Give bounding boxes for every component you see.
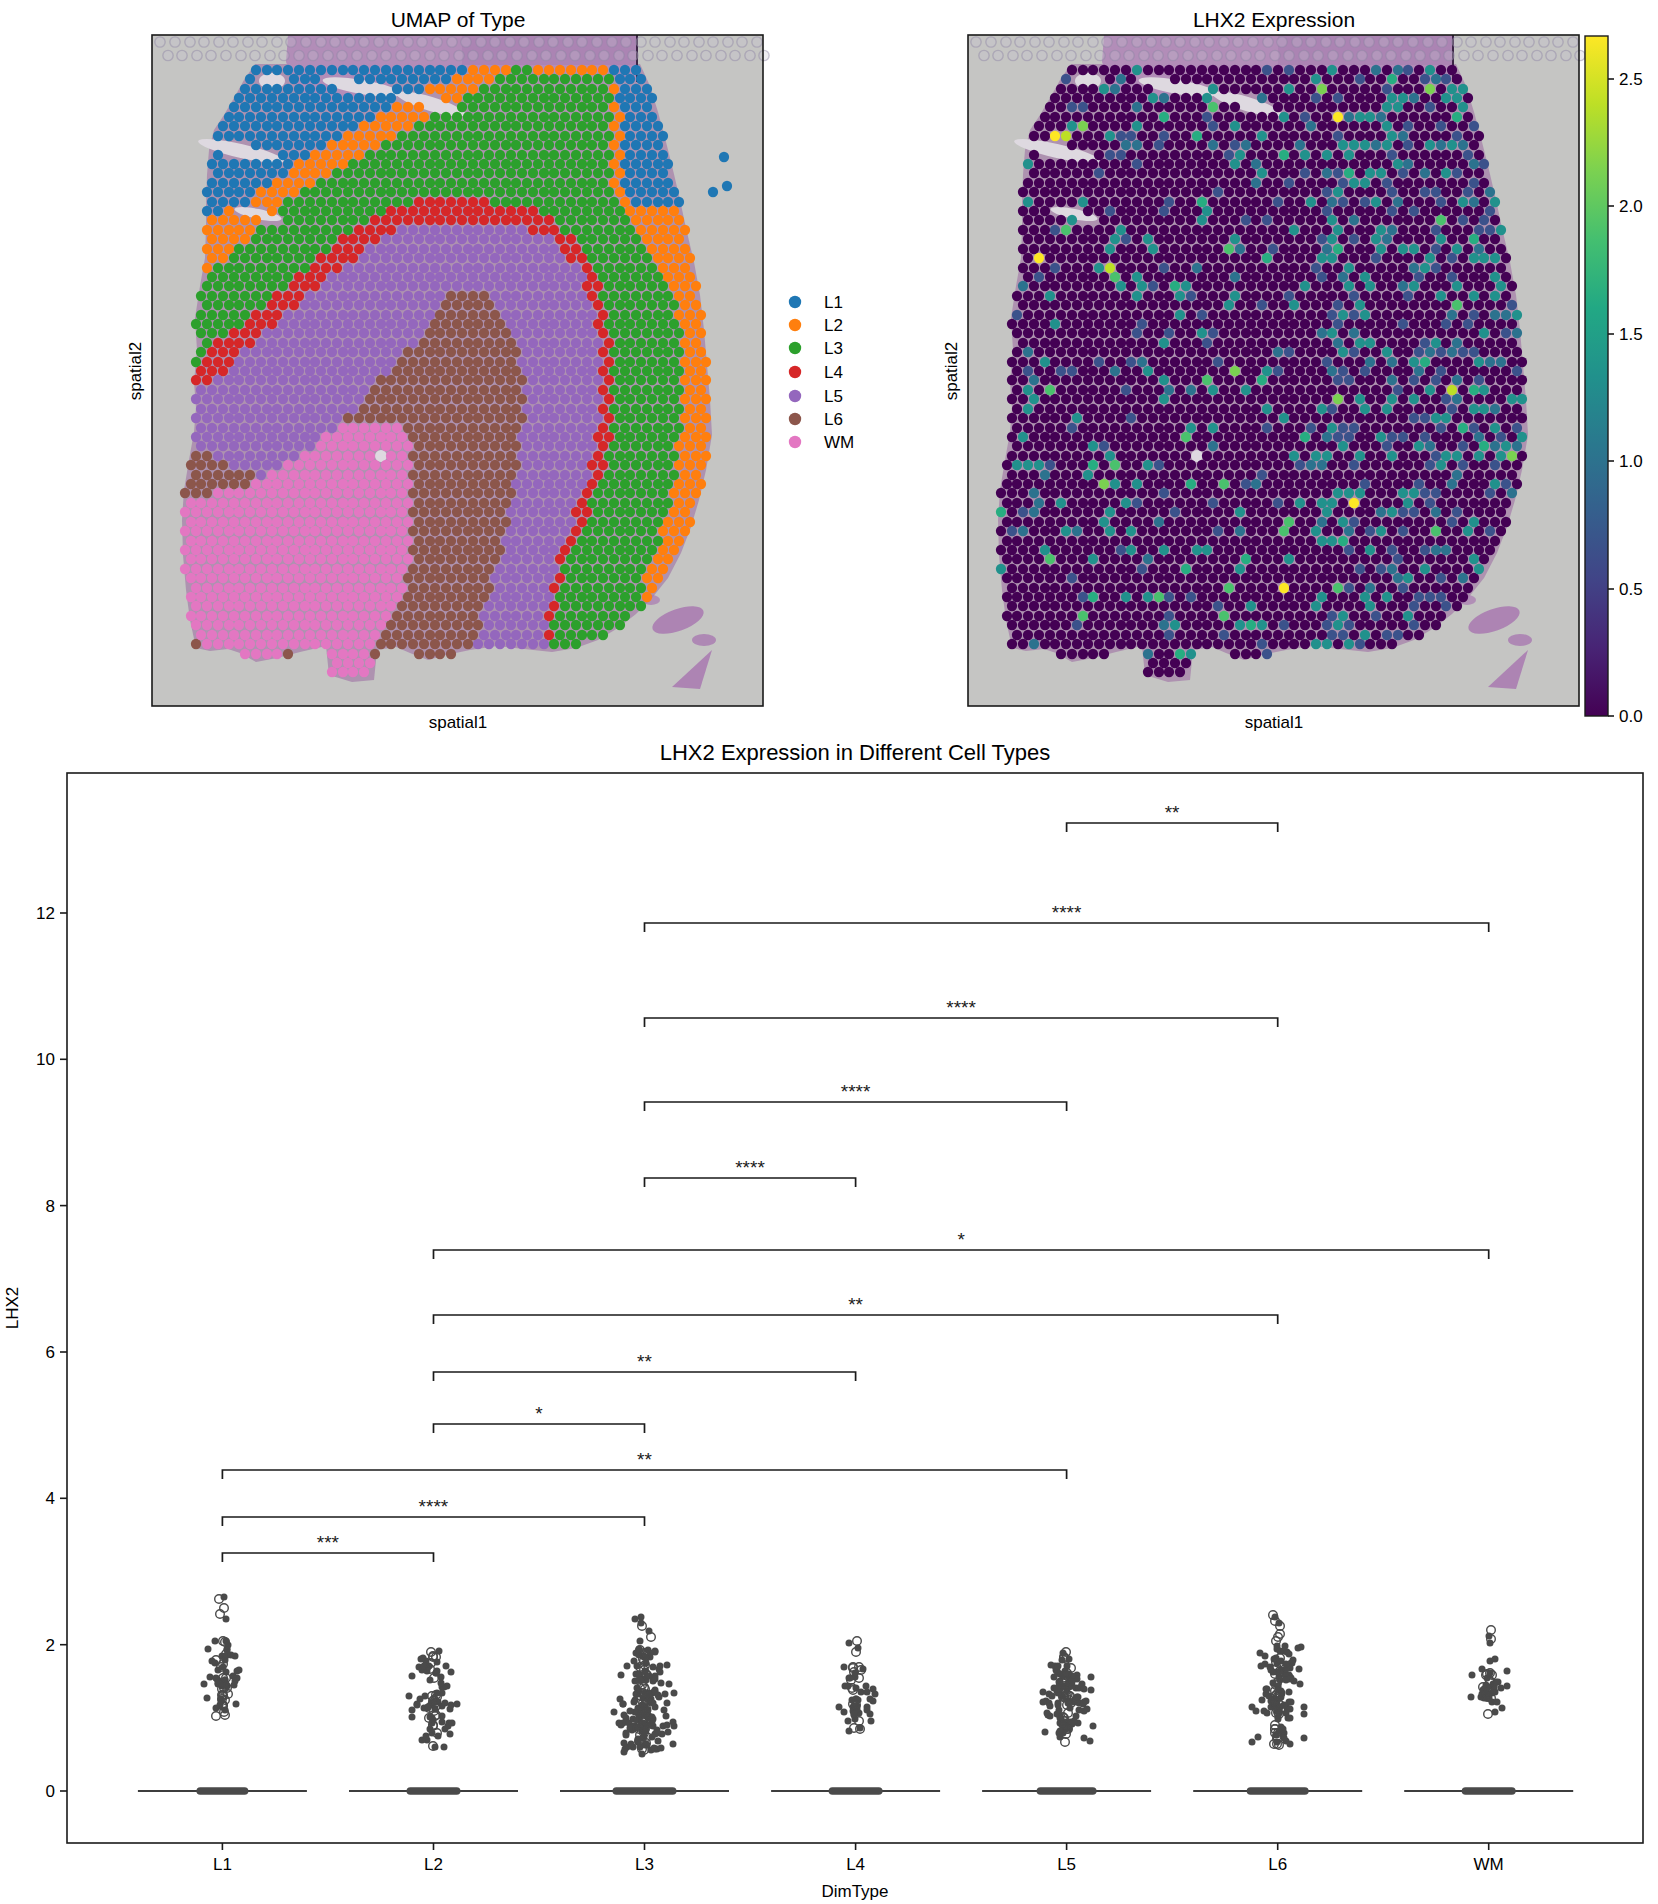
svg-text:DimType: DimType [821,1882,888,1901]
svg-text:**: ** [637,1449,652,1470]
svg-text:L4: L4 [846,1855,865,1874]
svg-text:UMAP of Type: UMAP of Type [391,8,526,31]
svg-text:L1: L1 [213,1855,232,1874]
svg-text:LHX2: LHX2 [3,1287,22,1330]
svg-text:4: 4 [46,1489,55,1508]
svg-text:L3: L3 [635,1855,654,1874]
svg-text:****: **** [735,1157,765,1178]
svg-text:****: **** [1052,902,1082,923]
svg-text:1.0: 1.0 [1619,452,1643,471]
svg-text:L2: L2 [824,316,843,335]
svg-text:L2: L2 [424,1855,443,1874]
svg-text:spatial1: spatial1 [429,713,488,732]
svg-text:LHX2 Expression: LHX2 Expression [1193,8,1355,31]
svg-text:10: 10 [36,1050,55,1069]
svg-text:2: 2 [46,1636,55,1655]
svg-text:2.5: 2.5 [1619,70,1643,89]
svg-text:2.0: 2.0 [1619,197,1643,216]
svg-text:WM: WM [1474,1855,1504,1874]
svg-text:WM: WM [824,433,854,452]
svg-text:0.5: 0.5 [1619,580,1643,599]
svg-text:spatial1: spatial1 [1245,713,1304,732]
svg-text:L5: L5 [1057,1855,1076,1874]
svg-text:spatial2: spatial2 [126,342,145,401]
svg-text:L5: L5 [824,387,843,406]
svg-text:8: 8 [46,1197,55,1216]
svg-text:0: 0 [46,1782,55,1801]
svg-text:****: **** [419,1496,449,1517]
svg-text:12: 12 [36,904,55,923]
svg-text:****: **** [946,997,976,1018]
svg-text:*: * [957,1229,965,1250]
svg-text:***: *** [317,1532,340,1553]
svg-text:1.5: 1.5 [1619,325,1643,344]
svg-text:**: ** [848,1294,863,1315]
svg-text:*: * [535,1403,543,1424]
svg-text:0.0: 0.0 [1619,707,1643,726]
svg-text:6: 6 [46,1343,55,1362]
svg-text:****: **** [841,1081,871,1102]
svg-text:L3: L3 [824,339,843,358]
svg-text:spatial2: spatial2 [942,342,961,401]
svg-text:L4: L4 [824,363,843,382]
svg-text:L6: L6 [824,410,843,429]
svg-text:LHX2 Expression in Different C: LHX2 Expression in Different Cell Types [660,740,1051,765]
svg-text:L1: L1 [824,293,843,312]
svg-text:**: ** [1165,802,1180,823]
svg-text:L6: L6 [1268,1855,1287,1874]
svg-text:**: ** [637,1351,652,1372]
